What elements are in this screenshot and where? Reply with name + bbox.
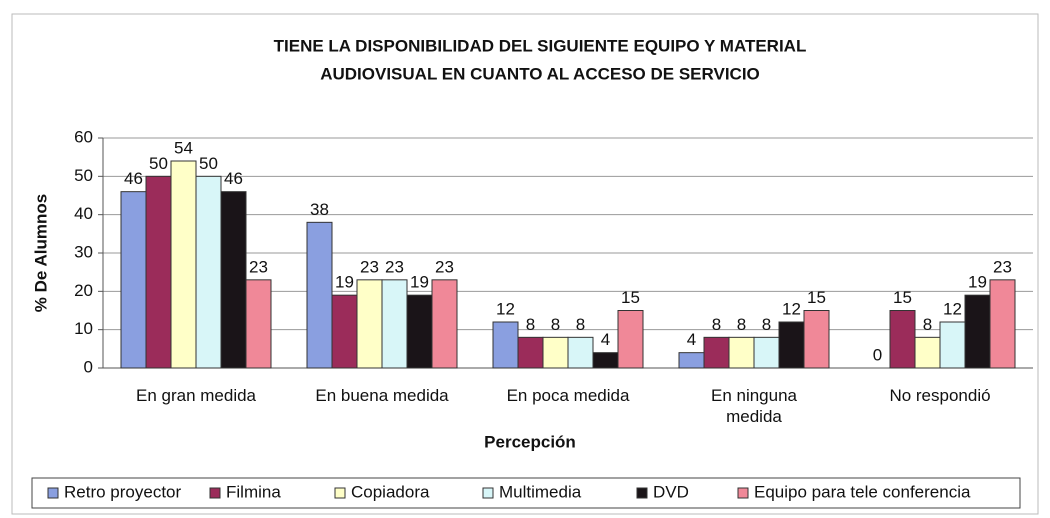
data-label: 4	[687, 330, 696, 349]
legend-swatch	[636, 487, 648, 499]
legend-swatch	[209, 487, 221, 499]
y-tick-label: 0	[84, 357, 93, 376]
data-label: 23	[360, 257, 379, 276]
bar	[195, 175, 222, 369]
data-label: 8	[712, 315, 721, 334]
legend-frame	[31, 477, 1021, 509]
x-tick-label: En ninguna medida	[710, 386, 798, 426]
legend-label: Filmina	[226, 482, 281, 501]
data-label: 12	[782, 299, 801, 318]
bar	[331, 294, 358, 369]
legend-label: DVD	[653, 482, 689, 501]
bar	[381, 279, 408, 369]
y-tick-label: 40	[74, 204, 93, 223]
legend-label: Copiadora	[351, 482, 430, 501]
data-label: 0	[873, 345, 882, 364]
x-tick-label: En buena medida	[315, 386, 449, 405]
bar	[120, 191, 147, 369]
data-label: 50	[149, 154, 168, 173]
bar	[914, 336, 941, 369]
y-tick-label: 10	[74, 319, 93, 338]
data-label: 12	[943, 299, 962, 318]
data-label: 19	[410, 273, 429, 292]
bar	[542, 336, 569, 369]
data-label: 46	[224, 169, 243, 188]
bar	[406, 294, 433, 369]
bar	[356, 279, 383, 369]
data-label: 23	[435, 257, 454, 276]
bar	[703, 336, 730, 369]
bar	[492, 321, 519, 369]
data-label: 23	[993, 257, 1012, 276]
bar	[678, 352, 705, 369]
data-label: 8	[737, 315, 746, 334]
data-label: 8	[551, 315, 560, 334]
bar	[170, 160, 197, 369]
data-label: 8	[923, 315, 932, 334]
data-label: 19	[335, 273, 354, 292]
bar	[567, 336, 594, 369]
legend-swatch	[737, 487, 749, 499]
chart-title: AUDIOVISUAL EN CUANTO AL ACCESO DE SERVI…	[320, 64, 760, 83]
legend-label: Retro proyector	[64, 482, 181, 501]
bar	[306, 221, 333, 369]
data-label: 15	[807, 288, 826, 307]
bar	[778, 321, 805, 369]
bar	[592, 352, 619, 369]
data-label: 15	[893, 288, 912, 307]
data-label: 8	[576, 315, 585, 334]
legend-swatch	[334, 487, 346, 499]
y-tick-label: 20	[74, 281, 93, 300]
bar	[517, 336, 544, 369]
bar	[617, 310, 644, 369]
bar	[964, 294, 991, 369]
x-tick-label: En poca medida	[506, 386, 630, 405]
bar	[803, 310, 830, 369]
bar	[753, 336, 780, 369]
data-label: 4	[601, 330, 610, 349]
bar	[220, 191, 247, 369]
bar	[245, 279, 272, 369]
legend-label: Equipo para tele conferencia	[754, 482, 971, 501]
y-tick-label: 50	[74, 166, 93, 185]
bar	[431, 279, 458, 369]
legend-label: Multimedia	[499, 482, 582, 501]
x-tick-label: No respondió	[889, 386, 991, 405]
data-label: 8	[762, 315, 771, 334]
data-label: 38	[310, 200, 329, 219]
bar	[989, 279, 1016, 369]
y-axis-label: % De Alumnos	[31, 194, 50, 312]
data-label: 46	[124, 169, 143, 188]
data-label: 23	[385, 257, 404, 276]
legend-swatch	[482, 487, 494, 499]
data-label: 12	[496, 299, 515, 318]
chart-title: TIENE LA DISPONIBILIDAD DEL SIGUIENTE EQ…	[274, 36, 807, 55]
bar	[728, 336, 755, 369]
data-label: 19	[968, 273, 987, 292]
y-tick-label: 60	[74, 127, 93, 146]
x-axis-label: Percepción	[484, 432, 576, 451]
legend-swatch	[47, 487, 59, 499]
x-tick-label: En gran medida	[135, 386, 257, 405]
data-label: 50	[199, 154, 218, 173]
bar	[145, 175, 172, 369]
bar	[889, 310, 916, 369]
data-label: 15	[621, 288, 640, 307]
data-label: 54	[174, 138, 193, 157]
data-label: 23	[249, 257, 268, 276]
bar	[939, 321, 966, 369]
data-label: 8	[526, 315, 535, 334]
y-tick-label: 30	[74, 242, 93, 261]
